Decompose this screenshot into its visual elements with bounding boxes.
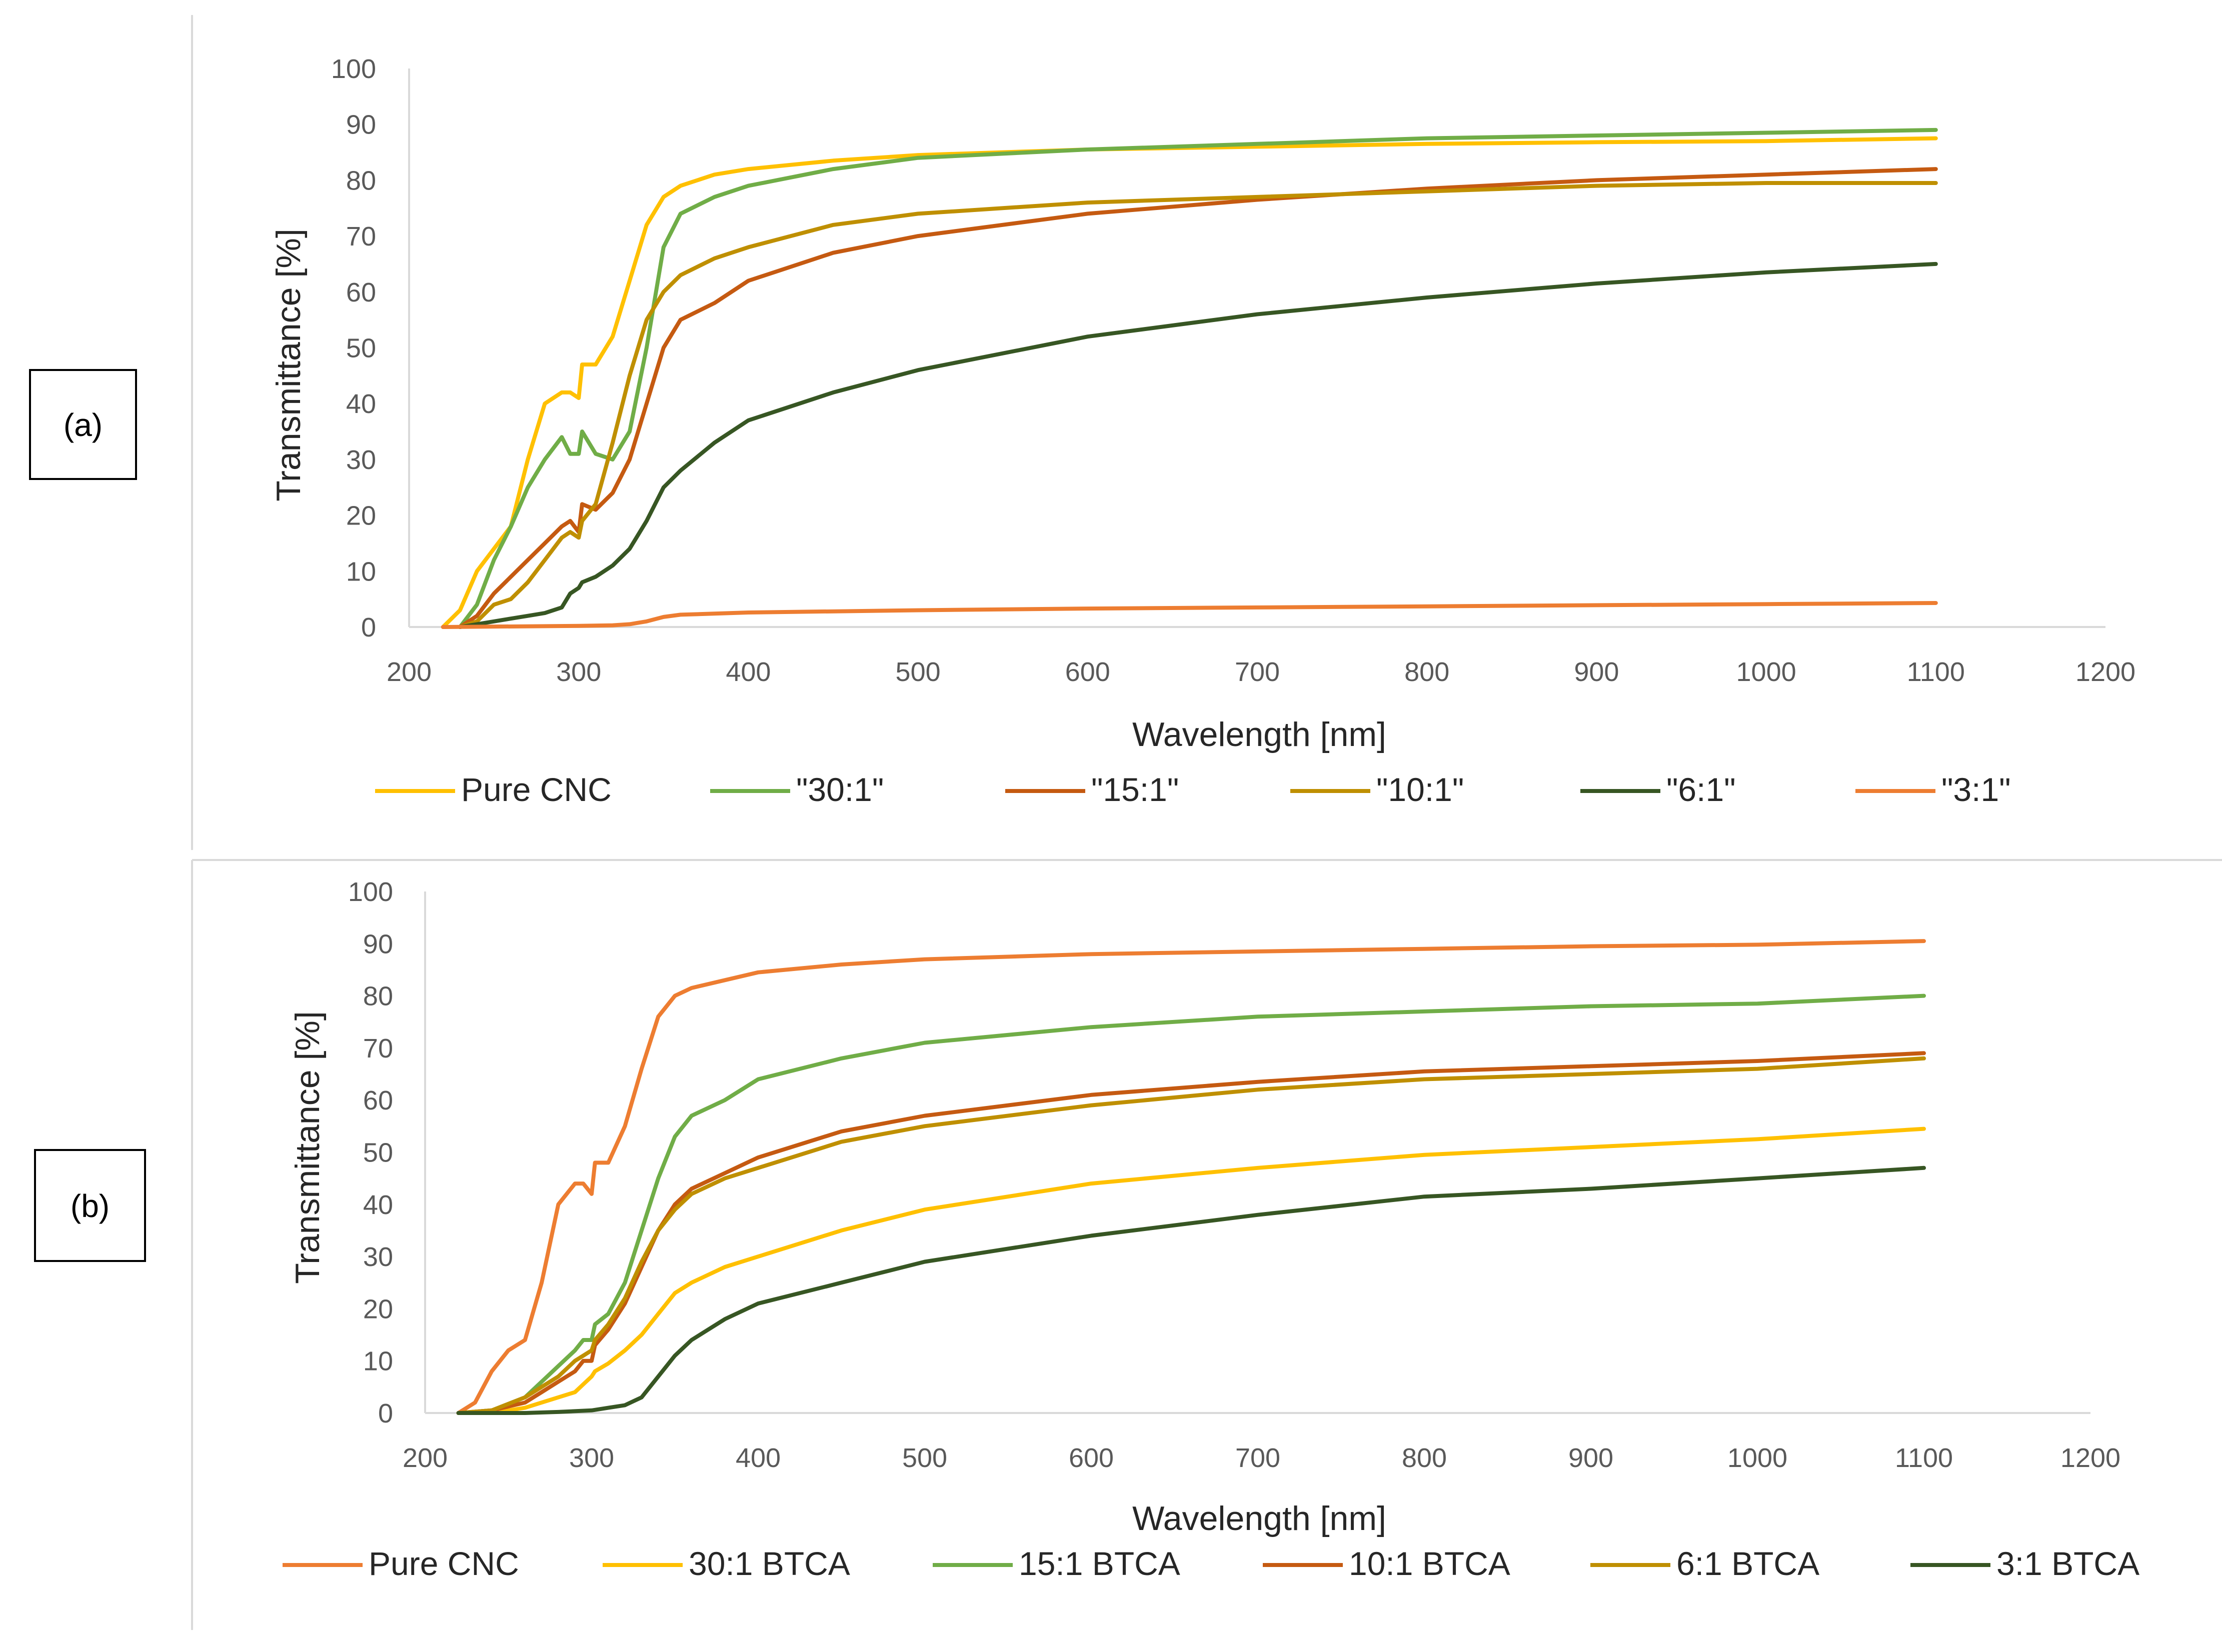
panel-b: (b) Transmittance [%] Wavelength [nm] 20… xyxy=(34,859,2222,1630)
x-tick-label: 600 xyxy=(1065,657,1110,687)
legend-label-4: 10:1 BTCA xyxy=(1349,1545,1510,1582)
panel-b-plot-area: 200 300 400 500 600 700 800 900 1000 1100 1200 0 10 2… xyxy=(348,877,2120,1473)
x-tick-label: 800 xyxy=(1402,1443,1447,1473)
legend-label-2: "30:1" xyxy=(796,771,884,808)
series-line-2 xyxy=(458,128,1938,629)
series-line-1 xyxy=(456,939,1926,1415)
panel-a-y-axis-title: Transmittance [%] xyxy=(270,228,308,501)
x-tick-label: 400 xyxy=(726,657,771,687)
series-line-6 xyxy=(441,601,1938,629)
x-tick-label: 600 xyxy=(1069,1443,1114,1473)
series-line-3 xyxy=(458,167,1938,629)
series-line-5 xyxy=(456,1056,1926,1415)
y-tick-label: 20 xyxy=(363,1294,393,1324)
legend-label-6: "3:1" xyxy=(1941,771,2011,808)
x-tick-label: 500 xyxy=(896,657,941,687)
y-tick-label: 100 xyxy=(331,54,376,84)
y-tick-label: 60 xyxy=(346,278,376,308)
x-tick-label: 200 xyxy=(403,1443,448,1473)
y-tick-label: 70 xyxy=(346,222,376,252)
panel-b-label: (b) xyxy=(71,1188,110,1224)
legend-label-3: 15:1 BTCA xyxy=(1019,1545,1180,1582)
y-tick-label: 50 xyxy=(363,1138,393,1168)
y-tick-label: 100 xyxy=(348,877,393,907)
y-tick-label: 0 xyxy=(361,612,376,642)
series-line-5 xyxy=(458,262,1938,629)
y-tick-label: 10 xyxy=(363,1346,393,1376)
x-tick-label: 900 xyxy=(1574,657,1619,687)
x-tick-label: 1200 xyxy=(2075,657,2135,687)
panel-b-legend: Pure CNC 30:1 BTCA 15:1 BTCA 10:1 BTCA 6:1 B… xyxy=(283,1545,2139,1582)
legend-label-5: 6:1 BTCA xyxy=(1676,1545,1819,1582)
y-tick-label: 80 xyxy=(363,982,393,1012)
legend-label-3: "15:1" xyxy=(1091,771,1179,808)
series-line-4 xyxy=(458,181,1938,629)
y-tick-label: 80 xyxy=(346,166,376,196)
legend-label-4: "10:1" xyxy=(1376,771,1464,808)
y-tick-label: 40 xyxy=(346,389,376,419)
panel-a-label-box xyxy=(29,369,137,480)
panel-a-plot-area: 200 300 400 500 600 700 800 900 1000 1100 1200 0 10 2… xyxy=(331,54,2135,687)
panel-b-y-axis-title: Transmittance [%] xyxy=(289,1011,327,1284)
y-tick-label: 40 xyxy=(363,1190,393,1220)
y-tick-label: 10 xyxy=(346,556,376,586)
panel-b-x-axis-title: Wavelength [nm] xyxy=(1132,1500,1386,1538)
x-tick-label: 700 xyxy=(1235,657,1280,687)
legend-label-1: Pure CNC xyxy=(461,771,612,808)
x-tick-label: 500 xyxy=(902,1443,947,1473)
x-tick-label: 1200 xyxy=(2060,1443,2120,1473)
y-tick-label: 50 xyxy=(346,334,376,364)
x-tick-label: 1000 xyxy=(1727,1443,1787,1473)
legend-label-2: 30:1 BTCA xyxy=(689,1545,850,1582)
y-tick-label: 60 xyxy=(363,1086,393,1116)
legend-label-1: Pure CNC xyxy=(369,1545,519,1582)
x-tick-label: 700 xyxy=(1235,1443,1280,1473)
y-tick-label: 90 xyxy=(363,929,393,959)
series-line-2 xyxy=(456,1126,1926,1415)
y-tick-label: 30 xyxy=(363,1242,393,1272)
y-tick-label: 0 xyxy=(378,1398,393,1428)
y-tick-label: 30 xyxy=(346,445,376,475)
x-tick-label: 1000 xyxy=(1736,657,1796,687)
y-tick-label: 20 xyxy=(346,501,376,531)
legend-label-6: 3:1 BTCA xyxy=(1996,1545,2139,1582)
x-tick-label: 800 xyxy=(1404,657,1449,687)
x-tick-label: 300 xyxy=(556,657,601,687)
panel-b-label-box xyxy=(34,1149,146,1262)
panel-a-label: (a) xyxy=(64,407,103,443)
x-tick-label: 200 xyxy=(387,657,432,687)
series-line-6 xyxy=(456,1166,1926,1415)
panel-a: (a) Transmittance [%] Wavelength [nm] 20… xyxy=(29,15,2135,850)
x-tick-label: 1100 xyxy=(1907,657,1965,687)
y-tick-label: 70 xyxy=(363,1034,393,1064)
x-tick-label: 300 xyxy=(569,1443,614,1473)
panel-a-x-axis-title: Wavelength [nm] xyxy=(1132,716,1386,754)
x-tick-label: 400 xyxy=(736,1443,781,1473)
x-tick-label: 900 xyxy=(1568,1443,1613,1473)
y-tick-label: 90 xyxy=(346,110,376,140)
panel-a-legend: Pure CNC "30:1" "15:1" "10:1" "6:1" "3:1" xyxy=(375,771,2011,808)
series-line-3 xyxy=(456,994,1926,1415)
x-tick-label: 1100 xyxy=(1895,1443,1953,1473)
legend-label-5: "6:1" xyxy=(1666,771,1736,808)
